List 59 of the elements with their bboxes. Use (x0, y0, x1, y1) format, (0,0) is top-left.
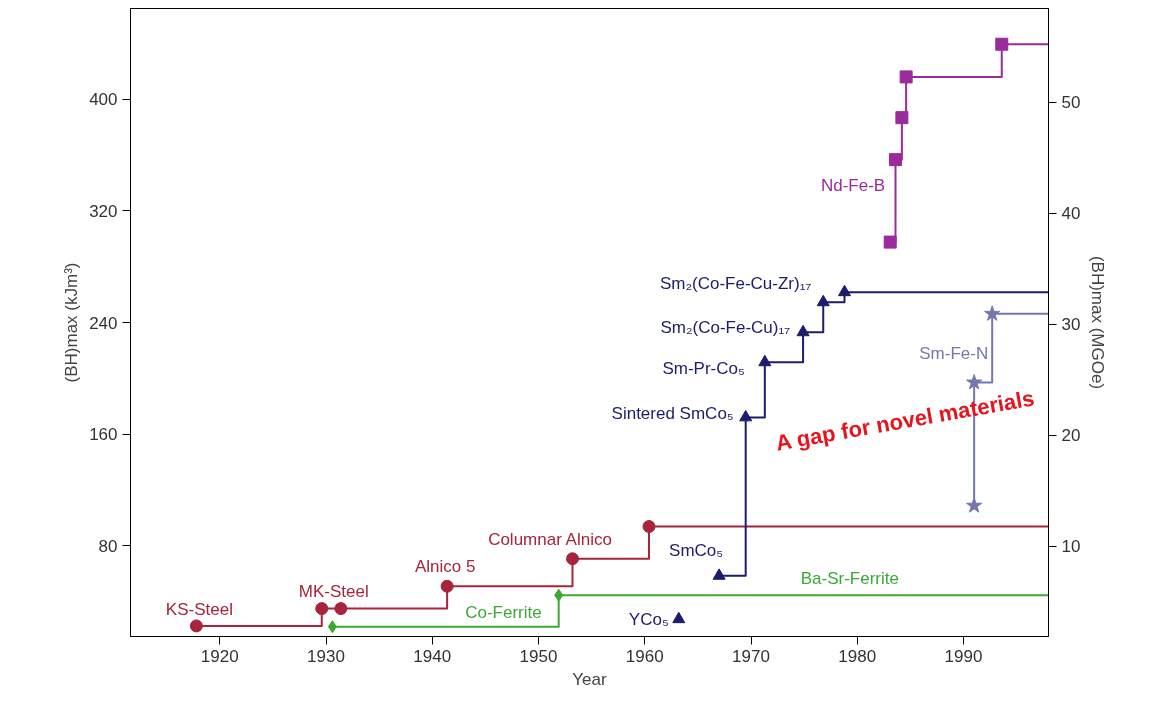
point (440, 579, 454, 593)
point (966, 374, 983, 390)
y-tick-label: 320 (89, 201, 118, 221)
x-tick-label: 1930 (307, 646, 345, 666)
point (566, 552, 579, 566)
point (984, 305, 1001, 321)
point (327, 620, 337, 634)
y-tick-label: 160 (89, 425, 118, 445)
point (995, 37, 1009, 51)
annotation: Nd-Fe-B (820, 175, 886, 195)
annotation: KS-Steel (165, 600, 233, 620)
y2-tick-label: 30 (1061, 315, 1081, 335)
x-tick-label: 1970 (732, 646, 770, 666)
annotation: Sintered SmCo₅ (611, 403, 734, 423)
annotation: A gap for novel materials (773, 385, 1037, 456)
point (816, 294, 830, 307)
annotation: Co-Ferrite (465, 603, 542, 623)
y2-tick-label: 40 (1061, 204, 1081, 224)
y2-tick-label: 50 (1061, 93, 1081, 113)
x-tick-label: 1950 (519, 646, 558, 666)
point (712, 568, 726, 580)
x-tick-label: 1940 (413, 646, 452, 666)
annotation: YCo₅ (628, 609, 669, 629)
y-axis-title: (BH)max (kJm³) (62, 262, 82, 383)
point (899, 70, 913, 84)
point (189, 619, 203, 633)
x-tick-label: 1980 (838, 646, 877, 666)
x-axis-title: Year (572, 669, 608, 689)
point (334, 602, 348, 616)
x-tick-label: 1960 (625, 646, 664, 666)
annotation: SmCo₅ (669, 541, 724, 561)
annotation: Alnico 5 (414, 556, 476, 576)
point (315, 602, 329, 616)
y-tick-label: 400 (89, 90, 118, 110)
point (883, 235, 897, 249)
annotation: Sm₂(Co-Fe-Cu-Zr)₁₇ (659, 273, 812, 293)
point (554, 588, 564, 602)
y-tick-label: 240 (89, 313, 118, 333)
y2-tick-label: 10 (1061, 537, 1081, 557)
x-tick-label: 1990 (944, 646, 983, 666)
annotation: Sm₂(Co-Fe-Cu)₁₇ (660, 317, 791, 337)
point (966, 497, 983, 513)
point (838, 284, 851, 297)
y2-tick-label: 20 (1061, 426, 1081, 446)
point (796, 324, 810, 337)
point (672, 611, 686, 624)
x-tick-label: 1920 (200, 646, 239, 666)
annotation: MK-Steel (298, 582, 369, 602)
point (895, 111, 909, 125)
annotation: Sm-Pr-Co₅ (662, 358, 745, 378)
annotation: Ba-Sr-Ferrite (800, 568, 899, 588)
point (642, 520, 656, 534)
annotation: Columnar Alnico (488, 530, 612, 550)
point (758, 354, 772, 367)
point (889, 153, 902, 167)
y2-axis-title: (BH)max (MGOe) (1088, 255, 1108, 390)
annotation: Sm-Fe-N (919, 343, 989, 363)
y-tick-label: 80 (98, 536, 118, 556)
point (739, 409, 753, 422)
